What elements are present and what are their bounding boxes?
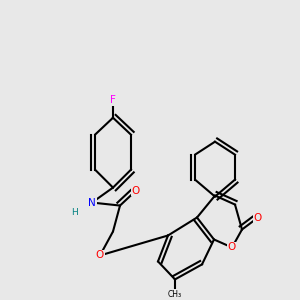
Text: CH₃: CH₃ xyxy=(168,290,182,299)
Text: N: N xyxy=(88,198,96,208)
Text: O: O xyxy=(96,250,104,260)
Text: F: F xyxy=(110,95,116,105)
Text: O: O xyxy=(132,186,140,196)
Text: H: H xyxy=(72,208,78,217)
Text: O: O xyxy=(254,212,262,223)
Text: O: O xyxy=(228,242,236,253)
